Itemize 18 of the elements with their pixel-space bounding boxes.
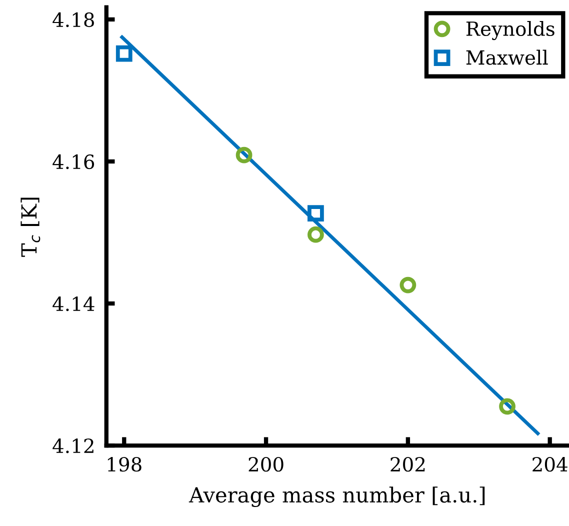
legend-label: Maxwell: [466, 50, 548, 65]
x-axis-title: Average mass number [a.u.]: [188, 486, 485, 508]
x-tick-label: 200: [248, 456, 284, 472]
y-axis-title: T$_{c}$ [K]: [20, 198, 40, 257]
point: [116, 45, 132, 62]
point: [499, 398, 516, 415]
x-tick-label: 198: [108, 456, 142, 472]
x-tick-label: 202: [390, 456, 425, 472]
point: [308, 226, 324, 243]
y-tick-label: 4.16: [52, 154, 94, 170]
point: [308, 205, 324, 222]
y-tick-label: 4.12: [52, 438, 94, 454]
legend-label: Reynolds: [466, 20, 554, 40]
y-tick-label: 4.14: [52, 296, 94, 312]
x-tick-label: 204: [532, 456, 568, 472]
y-tick-label: 4.18: [52, 12, 94, 28]
point: [400, 276, 416, 294]
point: [236, 146, 252, 164]
